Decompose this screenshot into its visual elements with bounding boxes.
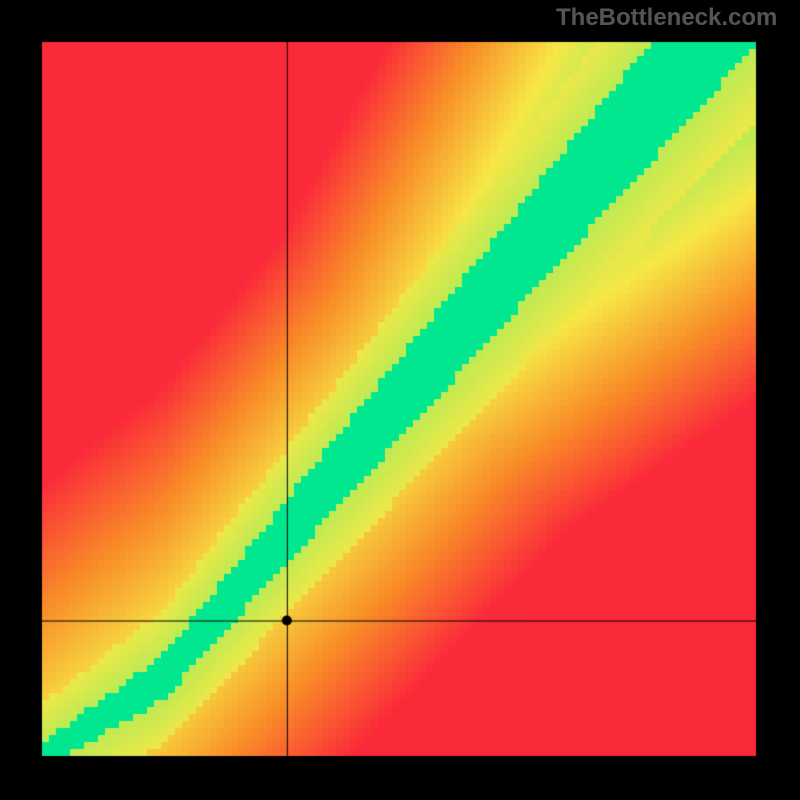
watermark-text: TheBottleneck.com bbox=[556, 4, 777, 32]
chart-container: TheBottleneck.com bbox=[0, 0, 800, 800]
heatmap-canvas bbox=[0, 0, 800, 800]
